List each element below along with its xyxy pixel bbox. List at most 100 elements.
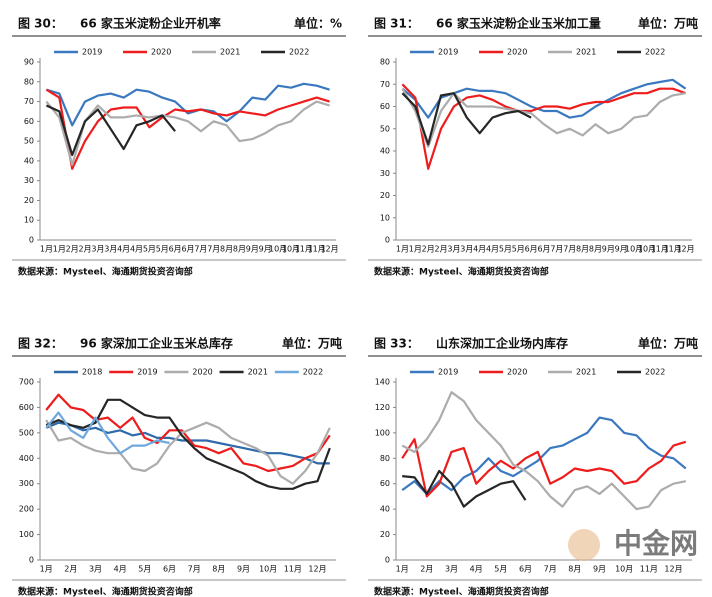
x-tick-label: 5月: [499, 245, 512, 254]
y-tick-label: 60: [380, 479, 390, 488]
x-tick-label: 3月: [445, 565, 458, 574]
y-tick-label: 20: [380, 530, 390, 539]
x-tick-label: 3月: [89, 565, 102, 574]
x-tick-label: 3月: [104, 245, 117, 254]
x-tick-label: 7月: [550, 245, 563, 254]
y-tick-label: 30: [24, 176, 34, 185]
y-tick-label: 30: [380, 169, 390, 178]
y-tick-label: 80: [380, 454, 390, 463]
x-tick-label: 11月: [664, 245, 682, 254]
x-tick-label: 10月: [625, 245, 643, 254]
series-line: [401, 83, 686, 170]
x-tick-label: 2月: [434, 245, 447, 254]
unit-label: 单位：万吨: [638, 336, 698, 351]
y-tick-label: 10: [380, 213, 390, 222]
series-line: [401, 438, 687, 498]
figure-number: 图 31：: [374, 17, 419, 31]
x-tick-label: 9月: [602, 245, 615, 254]
series-line: [401, 92, 532, 146]
x-tick-label: 10月: [259, 565, 277, 574]
y-tick-label: 90: [24, 58, 34, 67]
figure-number: 图 33：: [374, 337, 419, 351]
x-tick-label: 1月: [40, 565, 53, 574]
x-tick-label: 8月: [589, 245, 602, 254]
watermark: 中金网: [614, 527, 698, 560]
x-tick-label: 8月: [212, 565, 225, 574]
x-tick-label: 11月: [308, 245, 326, 254]
x-tick-label: 6月: [169, 245, 182, 254]
y-tick-label: 50: [24, 137, 34, 146]
y-tick-label: 100: [19, 530, 34, 539]
x-tick-label: 10月: [282, 245, 300, 254]
y-tick-label: 70: [24, 97, 34, 106]
y-tick-label: 40: [380, 147, 390, 156]
x-tick-label: 1月: [53, 245, 66, 254]
y-tick-label: 40: [380, 505, 390, 514]
x-tick-label: 4月: [470, 565, 483, 574]
y-tick-label: 0: [29, 556, 34, 565]
x-tick-label: 2月: [420, 565, 433, 574]
legend-label: 2021: [248, 368, 268, 377]
source-note: 数据来源：Mysteel、海通期货投资咨询部: [18, 586, 193, 597]
y-tick-label: 300: [19, 479, 34, 488]
legend-label: 2022: [289, 48, 309, 57]
x-tick-label: 1月: [396, 245, 409, 254]
legend-label: 2021: [576, 368, 596, 377]
watermark-logo: [568, 529, 600, 561]
series-line: [45, 104, 176, 157]
x-tick-label: 2月: [422, 245, 435, 254]
y-tick-label: 120: [375, 403, 390, 412]
x-tick-label: 6月: [525, 245, 538, 254]
x-tick-label: 5月: [494, 565, 507, 574]
x-tick-label: 8月: [220, 245, 233, 254]
series-line: [401, 391, 687, 511]
figure-number: 图 30：: [18, 17, 63, 31]
series-line: [46, 82, 330, 127]
y-tick-label: 600: [19, 403, 34, 412]
y-tick-label: 20: [24, 196, 34, 205]
x-tick-label: 4月: [130, 245, 143, 254]
x-tick-label: 5月: [143, 245, 156, 254]
x-tick-label: 6月: [163, 565, 176, 574]
legend-label: 2019: [438, 48, 458, 57]
x-tick-label: 11月: [640, 565, 658, 574]
x-tick-label: 1月: [40, 245, 53, 254]
x-tick-label: 3月: [447, 245, 460, 254]
x-tick-label: 5月: [512, 245, 525, 254]
y-tick-label: 500: [19, 428, 34, 437]
x-tick-label: 9月: [237, 565, 250, 574]
x-tick-label: 12月: [308, 565, 326, 574]
x-tick-label: 2月: [64, 565, 77, 574]
legend-label: 2019: [137, 368, 157, 377]
x-tick-label: 7月: [188, 565, 201, 574]
x-tick-label: 6月: [537, 245, 550, 254]
x-tick-label: 3月: [91, 245, 104, 254]
legend-label: 2019: [82, 48, 102, 57]
y-tick-label: 70: [380, 80, 390, 89]
x-tick-label: 4月: [486, 245, 499, 254]
y-tick-label: 400: [19, 454, 34, 463]
x-tick-label: 7月: [207, 245, 220, 254]
legend-label: 2020: [151, 48, 171, 57]
unit-label: 单位：万吨: [638, 16, 698, 31]
figure-number: 图 32：: [18, 337, 63, 351]
x-tick-label: 1月: [396, 565, 409, 574]
x-tick-label: 1月: [409, 245, 422, 254]
x-tick-label: 9月: [259, 245, 272, 254]
series-line: [45, 88, 330, 170]
x-tick-label: 10月: [269, 245, 287, 254]
legend-label: 2022: [645, 48, 665, 57]
y-tick-label: 60: [380, 102, 390, 111]
x-tick-label: 10月: [638, 245, 656, 254]
y-tick-label: 60: [24, 117, 34, 126]
x-tick-label: 9月: [615, 245, 628, 254]
x-tick-label: 11月: [651, 245, 669, 254]
x-tick-label: 4月: [117, 245, 130, 254]
x-tick-label: 4月: [473, 245, 486, 254]
x-tick-label: 5月: [156, 245, 169, 254]
series-line: [45, 398, 331, 490]
x-tick-label: 11月: [295, 245, 313, 254]
x-tick-label: 4月: [114, 565, 127, 574]
series-line: [401, 416, 687, 495]
